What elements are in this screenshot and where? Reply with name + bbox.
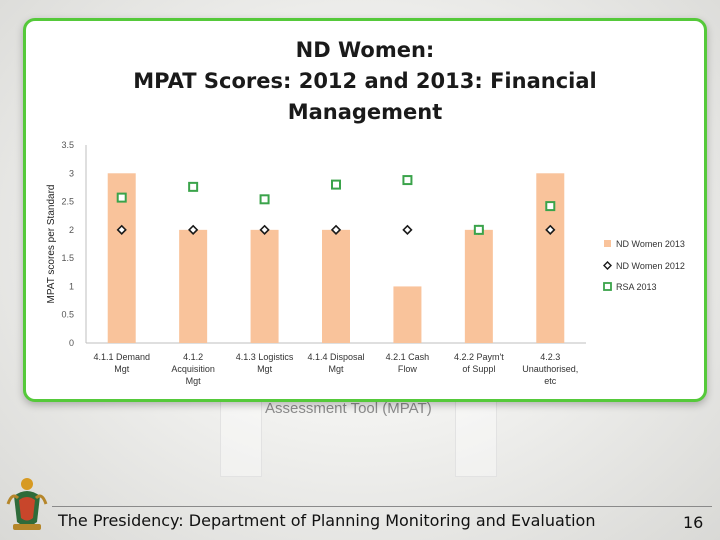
legend-swatch-bar: [604, 240, 611, 247]
coat-of-arms-logo: [6, 478, 48, 530]
marker-rsa-2013: [331, 179, 341, 190]
chart-title-line: ND Women:: [295, 38, 435, 62]
bar-nd-women-2013: [322, 229, 350, 343]
background-panel-left: [220, 395, 262, 477]
chart-card: ND Women: MPAT Scores: 2012 and 2013: Fi…: [23, 18, 707, 402]
marker-nd-women-2012: [188, 224, 199, 235]
legend-label: ND Women 2012: [616, 261, 685, 271]
x-tick-label: 4.1.2: [183, 352, 203, 362]
marker-rsa-2013: [116, 192, 127, 203]
bar-nd-women-2013: [536, 173, 565, 343]
x-tick-label: 4.2.2 Paym't: [454, 352, 504, 362]
legend-swatch-diamond: [603, 261, 612, 270]
marker-rsa-2013: [259, 194, 270, 205]
bar-nd-women-2013: [393, 286, 422, 343]
chart-title-line: MPAT Scores: 2012 and 2013: Financial: [133, 69, 597, 93]
y-tick-label: 2.5: [61, 197, 74, 207]
chart-title: ND Women: MPAT Scores: 2012 and 2013: Fi…: [26, 35, 704, 128]
y-tick-label: 0: [69, 338, 74, 348]
x-tick-label: Unauthorised,: [522, 364, 578, 374]
marker-rsa-2013: [402, 175, 413, 186]
page-number: 16: [683, 513, 704, 532]
x-tick-label: Acquisition: [171, 364, 215, 374]
y-axis-label: MPAT scores per Standard: [46, 185, 57, 304]
y-tick-label: 1.5: [61, 253, 74, 263]
marker-nd-women-2012: [116, 224, 127, 235]
x-tick-label: Mgt: [328, 364, 344, 374]
chart-title-line: Management: [287, 100, 443, 124]
background-text: Assessment Tool (MPAT): [265, 400, 432, 417]
y-tick-label: 2: [69, 225, 74, 235]
bar-nd-women-2013: [250, 229, 279, 343]
legend-label: ND Women 2013: [616, 239, 685, 249]
y-tick-label: 1: [69, 281, 74, 291]
marker-rsa-2013: [188, 181, 199, 192]
y-tick-label: 0.5: [61, 310, 74, 320]
y-tick-label: 3.5: [61, 140, 74, 150]
legend-label: RSA 2013: [616, 282, 657, 292]
marker-nd-women-2012: [330, 224, 342, 235]
x-tick-label: Mgt: [186, 376, 202, 386]
x-tick-label: 4.2.1 Cash: [386, 352, 430, 362]
marker-nd-women-2012: [545, 224, 556, 235]
footer-text: The Presidency: Department of Planning M…: [58, 511, 596, 530]
bar-nd-women-2013: [464, 229, 493, 343]
y-tick-label: 3: [69, 168, 74, 178]
legend-swatch-square: [603, 282, 612, 291]
marker-rsa-2013: [545, 201, 556, 212]
footer-divider: [52, 506, 712, 507]
x-tick-label: Mgt: [114, 364, 130, 374]
x-tick-label: Mgt: [257, 364, 273, 374]
x-tick-label: of Suppl: [462, 364, 495, 374]
marker-nd-women-2012: [259, 224, 270, 235]
marker-rsa-2013: [473, 224, 484, 235]
chart-plot: 0 0.5 1 1.5 2 2.5 3 3.5 MPAT scores per Standard…: [46, 140, 685, 386]
x-tick-label: 4.1.3 Logistics: [236, 352, 294, 362]
x-tick-label: 4.2.3: [540, 352, 560, 362]
x-tick-label: etc: [544, 376, 557, 386]
bar-nd-women-2013: [179, 229, 208, 343]
x-tick-label: 4.1.1 Demand: [93, 352, 150, 362]
x-tick-label: 4.1.4 Disposal: [307, 352, 364, 362]
marker-nd-women-2012: [402, 224, 413, 235]
background-panel-right: [455, 395, 497, 477]
x-tick-label: Flow: [398, 364, 418, 374]
